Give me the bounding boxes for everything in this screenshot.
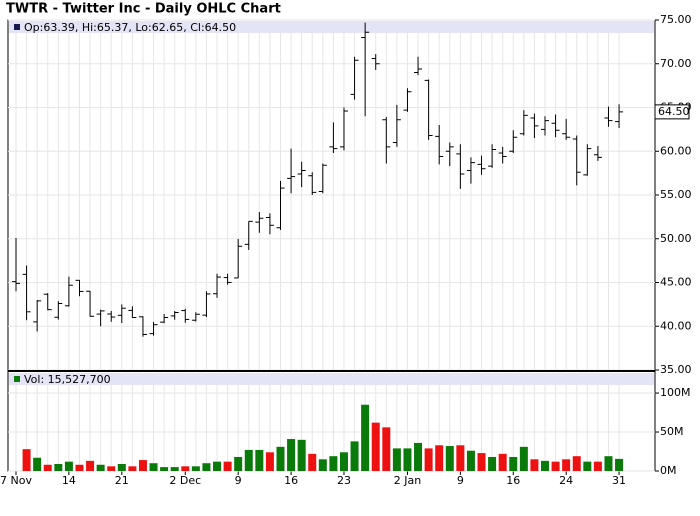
volume-bar xyxy=(329,456,338,471)
y-tick-label: 60.00 xyxy=(660,144,692,157)
x-tick-label: 23 xyxy=(337,474,351,487)
x-tick-label: 16 xyxy=(284,474,298,487)
volume-bar xyxy=(33,457,42,471)
x-tick-label: 9 xyxy=(235,474,242,487)
volume-bar xyxy=(107,466,116,471)
volume-bar xyxy=(255,449,264,471)
last-price-label: 64.50 xyxy=(658,105,690,118)
y-tick-label: 40.00 xyxy=(660,319,692,332)
volume-bar xyxy=(361,404,370,471)
volume-bar xyxy=(75,464,84,471)
legend-swatch xyxy=(14,24,20,30)
volume-bar xyxy=(509,456,518,471)
volume-bar xyxy=(64,461,73,471)
volume-bar xyxy=(604,456,613,471)
volume-bar xyxy=(117,463,126,471)
volume-bar xyxy=(96,464,105,471)
y-tick-label: 50.00 xyxy=(660,232,692,245)
x-tick-label: 2 Jan xyxy=(394,474,421,487)
volume-bar xyxy=(234,456,243,471)
volume-bar xyxy=(43,464,52,471)
price-legend: Op:63.39, Hi:65.37, Lo:62.65, Cl:64.50 xyxy=(24,21,236,34)
legend-swatch xyxy=(14,376,20,382)
volume-bar xyxy=(371,422,380,471)
volume-bar xyxy=(160,467,169,471)
volume-bar xyxy=(572,456,581,471)
volume-bar xyxy=(181,466,190,471)
volume-bar xyxy=(350,441,359,471)
last-price-box xyxy=(654,104,690,120)
volume-bar xyxy=(519,446,528,471)
volume-bar xyxy=(382,427,391,471)
y-tick-label: 100M xyxy=(660,386,691,399)
legend-bar xyxy=(9,373,654,385)
volume-bar xyxy=(297,439,306,471)
volume-bar xyxy=(128,466,137,471)
volume-bar xyxy=(488,456,497,471)
volume-bar xyxy=(456,445,465,471)
volume-bar xyxy=(541,460,549,471)
x-tick-label: 21 xyxy=(115,474,129,487)
x-tick-label: 9 xyxy=(457,474,464,487)
volume-legend: Vol: 15,527,700 xyxy=(24,373,111,386)
volume-bar xyxy=(551,461,560,471)
y-tick-label: 55.00 xyxy=(660,188,692,201)
y-tick-label: 50M xyxy=(660,425,684,438)
plot-frame xyxy=(7,19,656,472)
volume-bar xyxy=(466,450,475,471)
volume-bar xyxy=(86,460,95,471)
volume-bar xyxy=(530,459,539,471)
volume-bar xyxy=(202,463,211,471)
volume-bar xyxy=(562,459,571,471)
volume-bar xyxy=(339,452,348,471)
volume-bar xyxy=(54,463,63,471)
x-tick-label: 14 xyxy=(62,474,76,487)
x-tick-label: 24 xyxy=(559,474,573,487)
volume-bar xyxy=(223,461,232,471)
volume-bar xyxy=(435,445,444,471)
x-tick-label: 7 Nov xyxy=(0,474,32,487)
volume-bar xyxy=(424,448,433,471)
volume-bar xyxy=(593,461,602,471)
y-tick-label: 0M xyxy=(660,464,677,477)
volume-bar xyxy=(138,460,147,471)
volume-bar xyxy=(392,448,401,471)
volume-bar xyxy=(276,446,285,471)
volume-bar xyxy=(403,448,412,471)
volume-bar xyxy=(170,467,179,471)
volume-bar xyxy=(287,439,296,471)
volume-bar xyxy=(318,459,327,471)
volume-bar xyxy=(22,449,31,471)
volume-bar xyxy=(498,453,507,471)
volume-bar xyxy=(615,458,624,471)
volume-bar xyxy=(149,463,158,471)
x-tick-label: 2 Dec xyxy=(169,474,201,487)
volume-bar xyxy=(265,452,274,471)
panel-divider xyxy=(8,370,655,372)
volume-bar xyxy=(213,461,222,471)
y-tick-label: 70.00 xyxy=(660,57,692,70)
chart-title: TWTR - Twitter Inc - Daily OHLC Chart xyxy=(6,2,281,17)
volume-bar xyxy=(244,449,253,471)
x-tick-label: 16 xyxy=(506,474,520,487)
volume-bar xyxy=(445,446,454,471)
volume-bar xyxy=(414,442,423,471)
x-tick-label: 31 xyxy=(612,474,626,487)
y-tick-label: 45.00 xyxy=(660,276,692,289)
volume-bar xyxy=(308,453,317,471)
volume-bar xyxy=(583,461,592,471)
volume-bar xyxy=(477,453,486,471)
y-tick-label: 75.00 xyxy=(660,13,692,26)
volume-bar xyxy=(191,466,200,471)
legend-bar xyxy=(9,21,654,33)
y-tick-label: 35.00 xyxy=(660,363,692,376)
